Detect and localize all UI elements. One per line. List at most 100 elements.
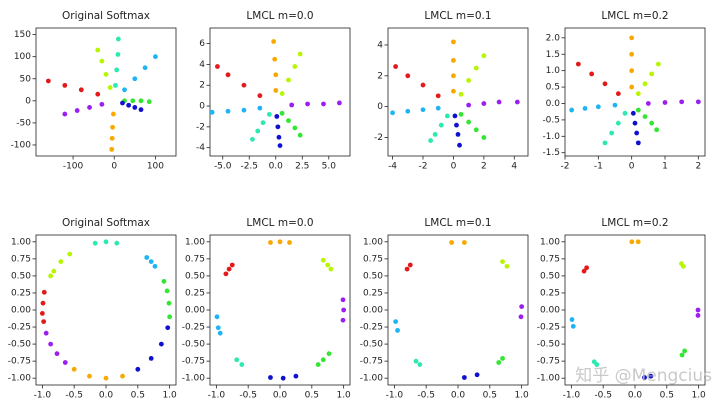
point [87,105,92,110]
axes-frame [35,234,177,386]
point [642,81,648,87]
point [320,357,326,363]
point [428,138,434,143]
point [287,240,292,245]
point [166,300,172,306]
point [114,67,120,73]
point [120,100,125,106]
point [277,239,283,245]
point [148,259,154,264]
point [341,307,347,313]
point [99,101,105,107]
x-tick-label: -0.5 [239,391,257,401]
point [326,351,332,357]
chart-title: LMCL m=0.1 [424,10,491,22]
point [420,82,426,88]
point [48,341,54,347]
point [138,98,144,104]
x-tick-label: 5.0 [322,162,337,172]
point [645,101,651,106]
point [146,99,152,105]
point [51,268,57,274]
point [279,110,285,116]
watermark: 知乎 @Mengcius [575,366,712,386]
y-tick-label: 4 [377,40,383,50]
y-tick-label: 0.00 [540,306,560,316]
point [458,111,464,117]
x-tick-label: -0.5 [65,391,83,401]
x-tick-label: 2 [695,162,701,172]
point [153,54,158,60]
y-tick-label: 0.25 [185,288,205,298]
point [435,93,441,99]
point [286,77,291,83]
x-tick-label: 0.5 [305,391,319,401]
point [41,319,47,324]
y-tick-label: 0.75 [185,254,205,264]
y-tick-label: 1.00 [540,237,560,247]
axes-frame [35,27,177,157]
point [103,375,109,381]
x-tick-label: -1.0 [208,391,226,401]
x-tick-label: -1.0 [386,391,404,401]
point [260,120,266,126]
x-tick-label: 1.0 [336,391,351,401]
chart-title: Original Softmax [62,10,150,22]
point [695,99,701,105]
point [635,239,641,245]
x-tick-label: 1 [662,162,668,172]
point [144,255,150,260]
point [209,109,215,115]
point [473,65,479,71]
point [609,130,615,136]
point [241,107,247,113]
x-tick-label: 0.0 [628,391,643,401]
point [115,52,121,57]
x-tick-label: 0 [629,162,635,172]
x-tick-label: 0.5 [660,391,674,401]
point [217,330,223,336]
x-tick-label: -2 [419,162,428,172]
point [215,325,221,331]
y-tick-label: 0.50 [185,271,205,281]
point [466,78,472,83]
y-tick-label: 6 [199,39,205,49]
point [255,128,261,134]
point [602,81,608,87]
point [58,259,64,264]
point [257,105,263,111]
point [48,273,54,279]
y-tick-label: 0.75 [540,254,560,264]
point [152,263,158,269]
point [420,107,426,113]
x-tick-label: -0.5 [417,391,435,401]
point [305,101,310,107]
point [461,375,467,380]
point [167,314,173,320]
point [679,352,685,358]
x-tick-label: 0.0 [273,391,288,401]
chart-title: Original Softmax [62,217,150,229]
point [649,71,655,77]
y-tick-label: 1.00 [185,237,205,247]
x-tick-label: 2 [481,162,487,172]
axes-frame [209,27,351,157]
x-tick-label: -4 [388,162,397,172]
x-tick-label: -0.5 [594,391,612,401]
x-tick-label: -100 [63,162,84,172]
point [404,266,410,272]
point [500,356,505,361]
point [615,91,621,97]
point [148,356,154,361]
point [682,348,688,354]
point [320,257,326,263]
y-tick-label: -0.75 [8,357,31,367]
point [275,124,281,130]
point [280,375,286,381]
point [74,108,80,113]
point [95,91,101,97]
point [612,102,618,108]
point [393,64,399,69]
point [474,372,480,378]
x-tick-label: -2 [561,162,570,172]
